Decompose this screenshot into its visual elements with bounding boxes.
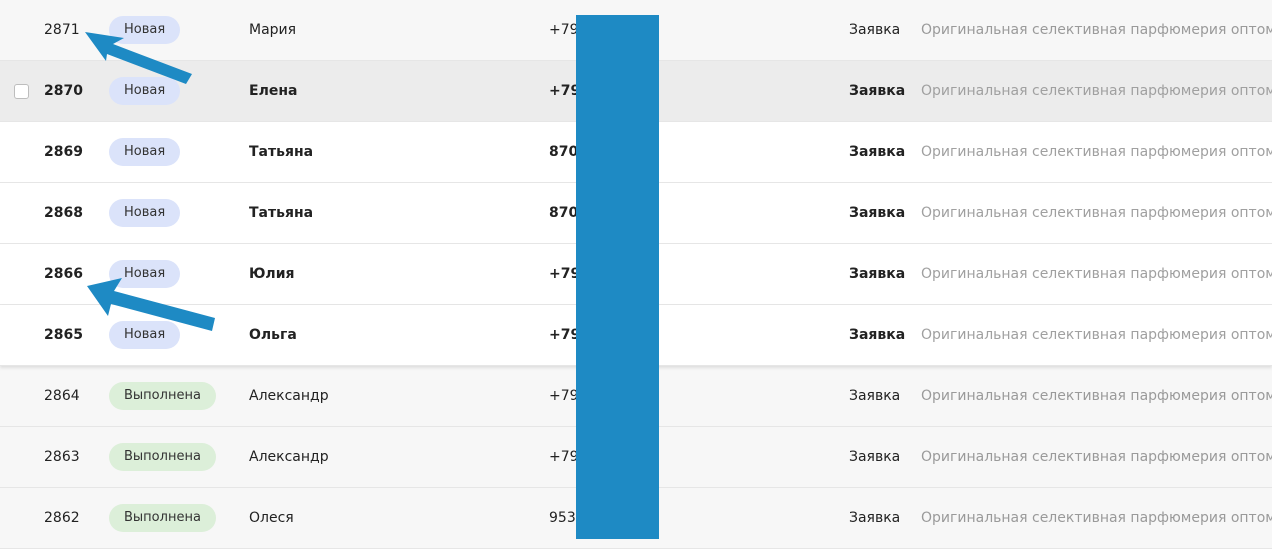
status-badge[interactable]: Выполнена (109, 443, 216, 471)
request-id[interactable]: 2869 (44, 122, 83, 182)
request-id[interactable]: 2866 (44, 244, 83, 304)
request-type: Заявка (849, 183, 905, 243)
client-name: Александр (249, 366, 329, 426)
client-phone: 870 (549, 183, 578, 243)
client-phone: 953 (549, 488, 576, 548)
client-phone: +79 (549, 427, 579, 487)
request-description: Оригинальная селективная парфюмерия опто… (921, 366, 1272, 426)
status-badge[interactable]: Выполнена (109, 382, 216, 410)
client-name: Олеся (249, 488, 294, 548)
request-id[interactable]: 2862 (44, 488, 80, 548)
client-name: Юлия (249, 244, 295, 304)
request-type: Заявка (849, 366, 900, 426)
phone-redaction-block (576, 15, 659, 539)
arrow-annotation-icon (84, 276, 220, 336)
request-type: Заявка (849, 244, 905, 304)
status-badge[interactable]: Новая (109, 138, 180, 166)
request-description: Оригинальная селективная парфюмерия опто… (921, 427, 1272, 487)
request-description: Оригинальная селективная парфюмерия опто… (921, 61, 1272, 121)
row-checkbox[interactable] (14, 84, 29, 99)
request-id[interactable]: 2870 (44, 61, 83, 121)
client-name: Елена (249, 61, 297, 121)
request-id[interactable]: 2863 (44, 427, 80, 487)
client-name: Мария (249, 0, 296, 60)
request-type: Заявка (849, 488, 900, 548)
client-name: Татьяна (249, 122, 313, 182)
client-phone: 870 (549, 122, 578, 182)
request-description: Оригинальная селективная парфюмерия опто… (921, 305, 1272, 365)
client-phone: +79 (549, 366, 579, 426)
request-id[interactable]: 2871 (44, 0, 80, 60)
request-type: Заявка (849, 61, 905, 121)
request-id[interactable]: 2868 (44, 183, 83, 243)
request-description: Оригинальная селективная парфюмерия опто… (921, 488, 1272, 548)
request-type: Заявка (849, 305, 905, 365)
client-name: Александр (249, 427, 329, 487)
request-id[interactable]: 2865 (44, 305, 83, 365)
client-name: Татьяна (249, 183, 313, 243)
request-description: Оригинальная селективная парфюмерия опто… (921, 183, 1272, 243)
request-type: Заявка (849, 0, 900, 60)
request-id[interactable]: 2864 (44, 366, 80, 426)
arrow-annotation-icon (80, 24, 200, 88)
client-name: Ольга (249, 305, 297, 365)
status-badge[interactable]: Выполнена (109, 504, 216, 532)
request-type: Заявка (849, 427, 900, 487)
request-description: Оригинальная селективная парфюмерия опто… (921, 122, 1272, 182)
request-description: Оригинальная селективная парфюмерия опто… (921, 244, 1272, 304)
request-description: Оригинальная селективная парфюмерия опто… (921, 0, 1272, 60)
status-badge[interactable]: Новая (109, 199, 180, 227)
request-type: Заявка (849, 122, 905, 182)
client-phone: +79 (549, 0, 579, 60)
